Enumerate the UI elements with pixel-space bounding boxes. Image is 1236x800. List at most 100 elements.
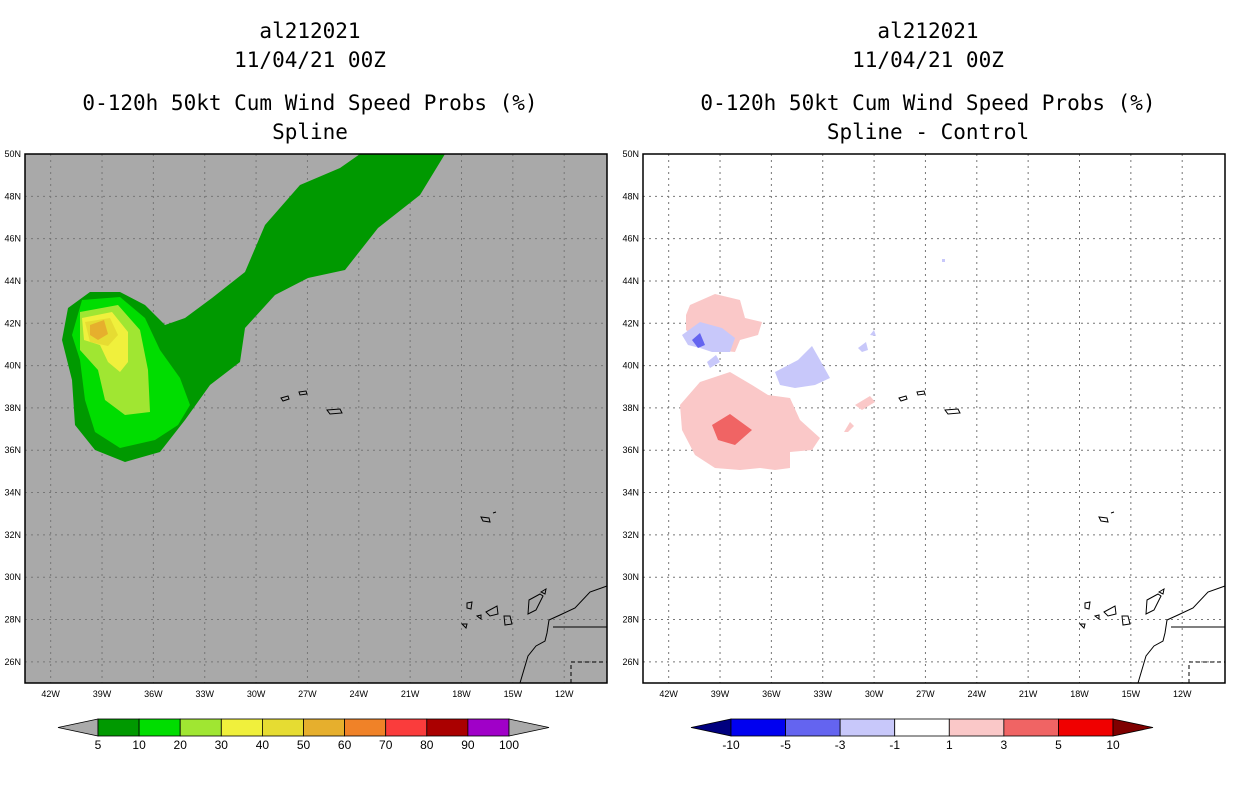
- lon-tick-label: 24W: [350, 689, 369, 699]
- lon-tick-label: 21W: [1019, 689, 1038, 699]
- diff-negative-1-3-small-a: [707, 355, 720, 368]
- lat-tick-label: 26N: [622, 657, 639, 667]
- lat-tick-label: 44N: [4, 276, 21, 286]
- lon-tick-label: 36W: [144, 689, 163, 699]
- colorbar-extend-high: [508, 718, 550, 737]
- lon-tick-label: 27W: [916, 689, 935, 699]
- lon-tick-label: 30W: [247, 689, 266, 699]
- lat-tick-label: 36N: [4, 445, 21, 455]
- colorbar-tick-label: 5: [1055, 738, 1062, 752]
- left-storm-id: al212021: [259, 19, 361, 43]
- diff-negative-1-3-small-b: [858, 330, 876, 352]
- border-line-2: [570, 661, 607, 683]
- left-chart-subtitle: Spline: [272, 120, 348, 144]
- diff-positive-1-3-east: [855, 396, 875, 410]
- colorbar-segment: [948, 718, 1005, 737]
- lon-tick-label: 15W: [1122, 689, 1141, 699]
- lon-tick-label: 39W: [711, 689, 730, 699]
- lat-tick-label: 50N: [4, 149, 21, 159]
- colorbar-tick-label: -10: [722, 738, 740, 752]
- lon-tick-label: 39W: [93, 689, 112, 699]
- right-datetime: 11/04/21 00Z: [852, 48, 1004, 72]
- longitude-labels: 42W 39W 36W 33W 30W 27W 24W 21W 18W 15W 12W: [659, 689, 1192, 699]
- colorbar-segment: [138, 718, 181, 737]
- colorbar-extend-low: [690, 718, 732, 737]
- diff-negative-1-3-west: [682, 322, 735, 352]
- contour-50-percent: [90, 320, 108, 340]
- lat-tick-label: 34N: [622, 488, 639, 498]
- colorbar-tick-label: -5: [780, 738, 791, 752]
- azores-island-east: [326, 408, 343, 415]
- africa-coastline: [519, 585, 608, 684]
- colorbar-tick-label: -1: [889, 738, 900, 752]
- lat-tick-label: 26N: [4, 657, 21, 667]
- azores-island-east: [944, 408, 961, 415]
- colorbar-tick-label: 10: [1106, 738, 1120, 752]
- lat-tick-label: 44N: [622, 276, 639, 286]
- colorbar-segment: [839, 718, 896, 737]
- colorbar-tick-label: 60: [338, 738, 352, 752]
- lat-tick-label: 28N: [4, 615, 21, 625]
- colorbar-tick-label: 90: [461, 738, 475, 752]
- border-line-2: [1188, 661, 1225, 683]
- colorbar-tick-label: 80: [420, 738, 434, 752]
- lat-tick-label: 48N: [4, 191, 21, 201]
- colorbar-segment: [220, 718, 263, 737]
- colorbar-segment: [97, 718, 140, 737]
- colorbar-segment: [1058, 718, 1114, 737]
- right-storm-id: al212021: [877, 19, 979, 43]
- colorbar-segment: [730, 718, 786, 737]
- colorbar-segment: [261, 718, 304, 737]
- lon-tick-label: 42W: [659, 689, 678, 699]
- lat-tick-label: 32N: [4, 530, 21, 540]
- difference-contours: [680, 259, 945, 470]
- lat-tick-label: 28N: [622, 615, 639, 625]
- lat-tick-label: 40N: [4, 361, 21, 371]
- colorbar-segment: [894, 718, 950, 737]
- lon-tick-label: 42W: [41, 689, 60, 699]
- lat-tick-label: 38N: [622, 403, 639, 413]
- canary-islands: [1078, 587, 1165, 629]
- lat-tick-label: 42N: [622, 318, 639, 328]
- colorbar-tick-label: 3: [1001, 738, 1008, 752]
- right-chart-title: 0-120h 50kt Cum Wind Speed Probs (%): [700, 91, 1156, 115]
- colorbar-tick-label: 1: [946, 738, 953, 752]
- lat-tick-label: 36N: [622, 445, 639, 455]
- map-frame: [642, 153, 1226, 684]
- lat-tick-label: 32N: [622, 530, 639, 540]
- probability-contours: [62, 154, 445, 462]
- lon-tick-label: 21W: [401, 689, 420, 699]
- lon-tick-label: 15W: [504, 689, 523, 699]
- lon-tick-label: 12W: [555, 689, 574, 699]
- map-frame: [24, 153, 608, 684]
- latitude-labels: 50N 48N 46N 44N 42N 40N 38N 36N 34N 32N 30N 28N 26N: [622, 149, 639, 667]
- probability-colorbar: 5 10 20 30 40 50 60 70 80 90 100: [57, 718, 550, 752]
- lat-tick-label: 30N: [4, 572, 21, 582]
- latitude-labels: 50N 48N 46N 44N 42N 40N 38N 36N 34N 32N 30N 28N 26N: [4, 149, 21, 667]
- colorbar-tick-label: 70: [379, 738, 393, 752]
- longitude-labels: 42W 39W 36W 33W 30W 27W 24W 21W 18W 15W 12W: [41, 689, 574, 699]
- colorbar-tick-label: -3: [835, 738, 846, 752]
- azores-island-west: [898, 395, 908, 402]
- spline-probability-map: 50N48N46N44N42N40N38N36N34N32N30N28N26N …: [4, 149, 608, 752]
- canary-islands: [460, 587, 547, 629]
- lon-tick-label: 18W: [1070, 689, 1089, 699]
- colorbar-segment: [385, 718, 428, 737]
- lon-tick-label: 36W: [762, 689, 781, 699]
- colorbar-segment: [303, 718, 345, 737]
- lat-tick-label: 46N: [622, 234, 639, 244]
- azores-island-west: [280, 395, 290, 402]
- difference-map: 50N48N46N44N42N40N38N36N34N32N30N28N26N …: [622, 149, 1226, 752]
- coastlines: [280, 390, 608, 684]
- right-chart-subtitle: Spline - Control: [826, 120, 1030, 144]
- diff-positive-1-3-south: [680, 372, 820, 470]
- diff-negative-3-5: [692, 333, 705, 348]
- lon-tick-label: 12W: [1173, 689, 1192, 699]
- lon-tick-label: 24W: [968, 689, 987, 699]
- difference-colorbar: -10 -5 -3 -1 1 3 5 10: [690, 718, 1154, 752]
- colorbar-tick-label: 50: [297, 738, 311, 752]
- colorbar-tick-label: 10: [132, 738, 146, 752]
- lat-tick-label: 46N: [4, 234, 21, 244]
- madeira-island: [480, 511, 497, 523]
- lon-tick-label: 30W: [865, 689, 884, 699]
